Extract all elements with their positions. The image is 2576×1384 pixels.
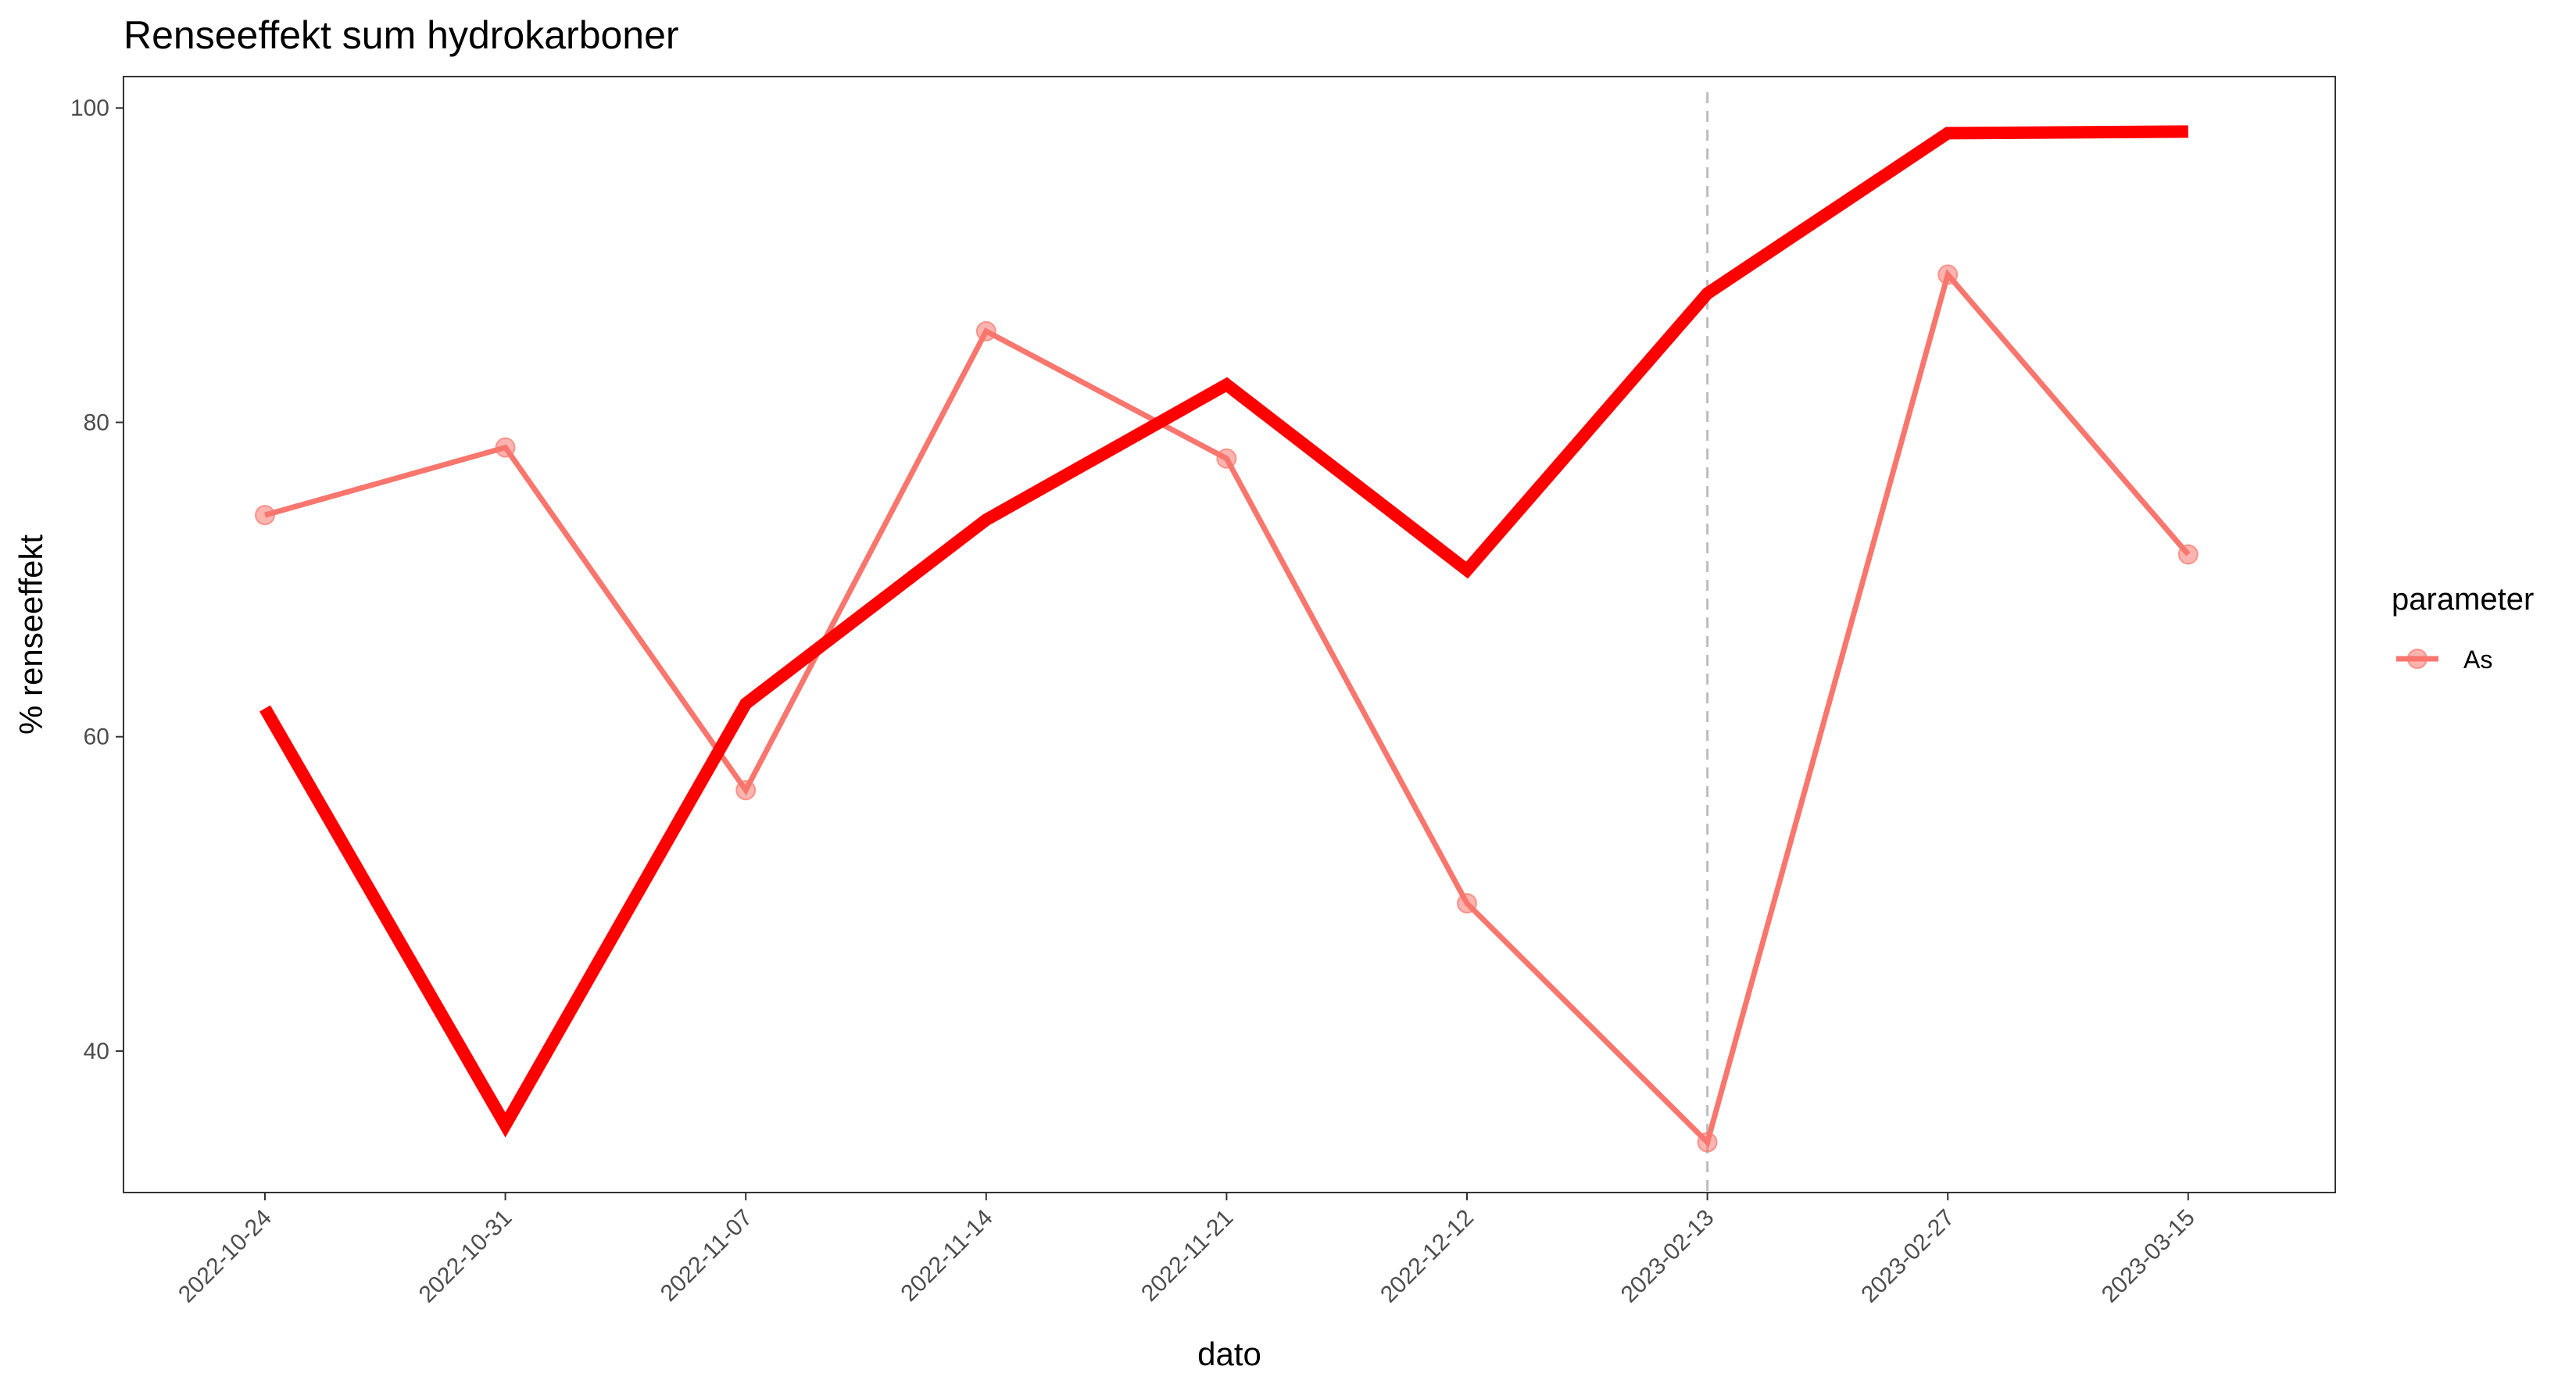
- series-line-1: [259, 125, 2188, 1138]
- y-tick-label: 80: [84, 409, 109, 435]
- data-point: [975, 320, 996, 342]
- x-tick-label: 2022-10-24: [174, 1205, 277, 1308]
- legend-key-marker: [2407, 649, 2428, 669]
- data-point: [1216, 448, 1237, 469]
- legend-title: parameter: [2392, 582, 2534, 617]
- x-tick-label: 2023-02-13: [1616, 1205, 1719, 1308]
- data-point: [495, 437, 516, 458]
- x-tick-label: 2023-02-27: [1856, 1205, 1959, 1308]
- x-axis-title: dato: [1197, 1336, 1261, 1372]
- y-tick-label: 60: [84, 724, 109, 750]
- y-tick-label: 40: [84, 1039, 109, 1064]
- data-point: [735, 780, 757, 801]
- y-tick-label: 100: [70, 95, 109, 121]
- legend-items: As: [2396, 646, 2492, 674]
- y-axis-title: % renseeffekt: [13, 535, 49, 735]
- x-axis: 2022-10-24 2022-10-31 2022-11-07 2022-11-14…: [174, 1193, 2200, 1307]
- x-tick-label: 2022-11-07: [656, 1205, 757, 1307]
- series-layer: [255, 125, 2199, 1153]
- plot-panel: [123, 76, 2336, 1193]
- x-tick-label: 2022-12-12: [1376, 1205, 1479, 1308]
- y-axis: 40 60 80 100: [70, 95, 123, 1064]
- data-point: [1937, 264, 1959, 285]
- legend: parameter As: [2392, 582, 2534, 674]
- x-tick-label: 2022-11-21: [1136, 1205, 1238, 1307]
- data-point: [255, 505, 275, 526]
- data-point: [1697, 1132, 1718, 1153]
- data-point: [2177, 544, 2199, 565]
- plot-area: [123, 76, 2336, 1193]
- x-tick-label: 2022-11-14: [896, 1205, 997, 1307]
- legend-label: As: [2463, 646, 2492, 674]
- x-tick-label: 2022-10-31: [414, 1205, 517, 1308]
- data-point: [1457, 892, 1477, 914]
- x-tick-label: 2023-03-15: [2097, 1205, 2200, 1308]
- chart-title: Renseeffekt sum hydrokarboner: [123, 13, 679, 57]
